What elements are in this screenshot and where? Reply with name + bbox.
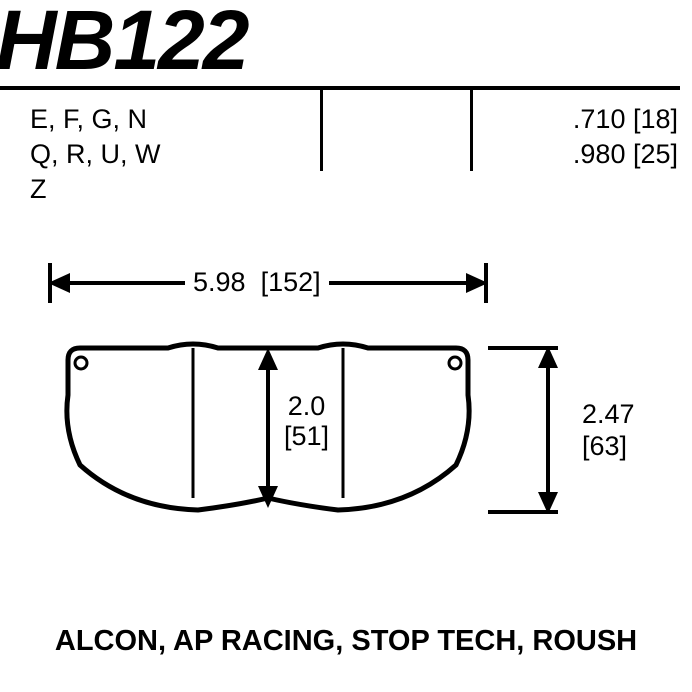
codes-line-3: Z: [30, 172, 161, 207]
footer-applications: ALCON, AP RACING, STOP TECH, ROUSH: [0, 625, 692, 658]
width-in: 5.98: [193, 267, 246, 297]
thickness-line-2: .980 [25]: [478, 137, 678, 172]
codes-line-2: Q, R, U, W: [30, 137, 161, 172]
compound-codes: E, F, G, N Q, R, U, W Z: [30, 102, 161, 207]
thickness-values: .710 [18] .980 [25]: [478, 102, 678, 172]
part-number: HB122: [0, 0, 247, 89]
separator-tick-2: [470, 86, 473, 171]
thickness-line-1: .710 [18]: [478, 102, 678, 137]
separator-tick-1: [320, 86, 323, 171]
height-dimension-label: 2.47 [63]: [582, 398, 635, 463]
inner-dimension-arrow: [252, 348, 284, 508]
height-in: 2.47: [582, 398, 635, 430]
height-mm: [63]: [582, 430, 635, 462]
width-dimension-label: 5.98 [152]: [185, 267, 329, 298]
inner-dimension-label: 2.0 [51]: [284, 392, 329, 451]
height-dimension-arrow: [488, 340, 578, 525]
codes-line-1: E, F, G, N: [30, 102, 161, 137]
header-rule: [0, 86, 680, 90]
width-mm: [152]: [261, 267, 321, 297]
inner-in: 2.0: [284, 392, 329, 422]
inner-mm: [51]: [284, 422, 329, 452]
